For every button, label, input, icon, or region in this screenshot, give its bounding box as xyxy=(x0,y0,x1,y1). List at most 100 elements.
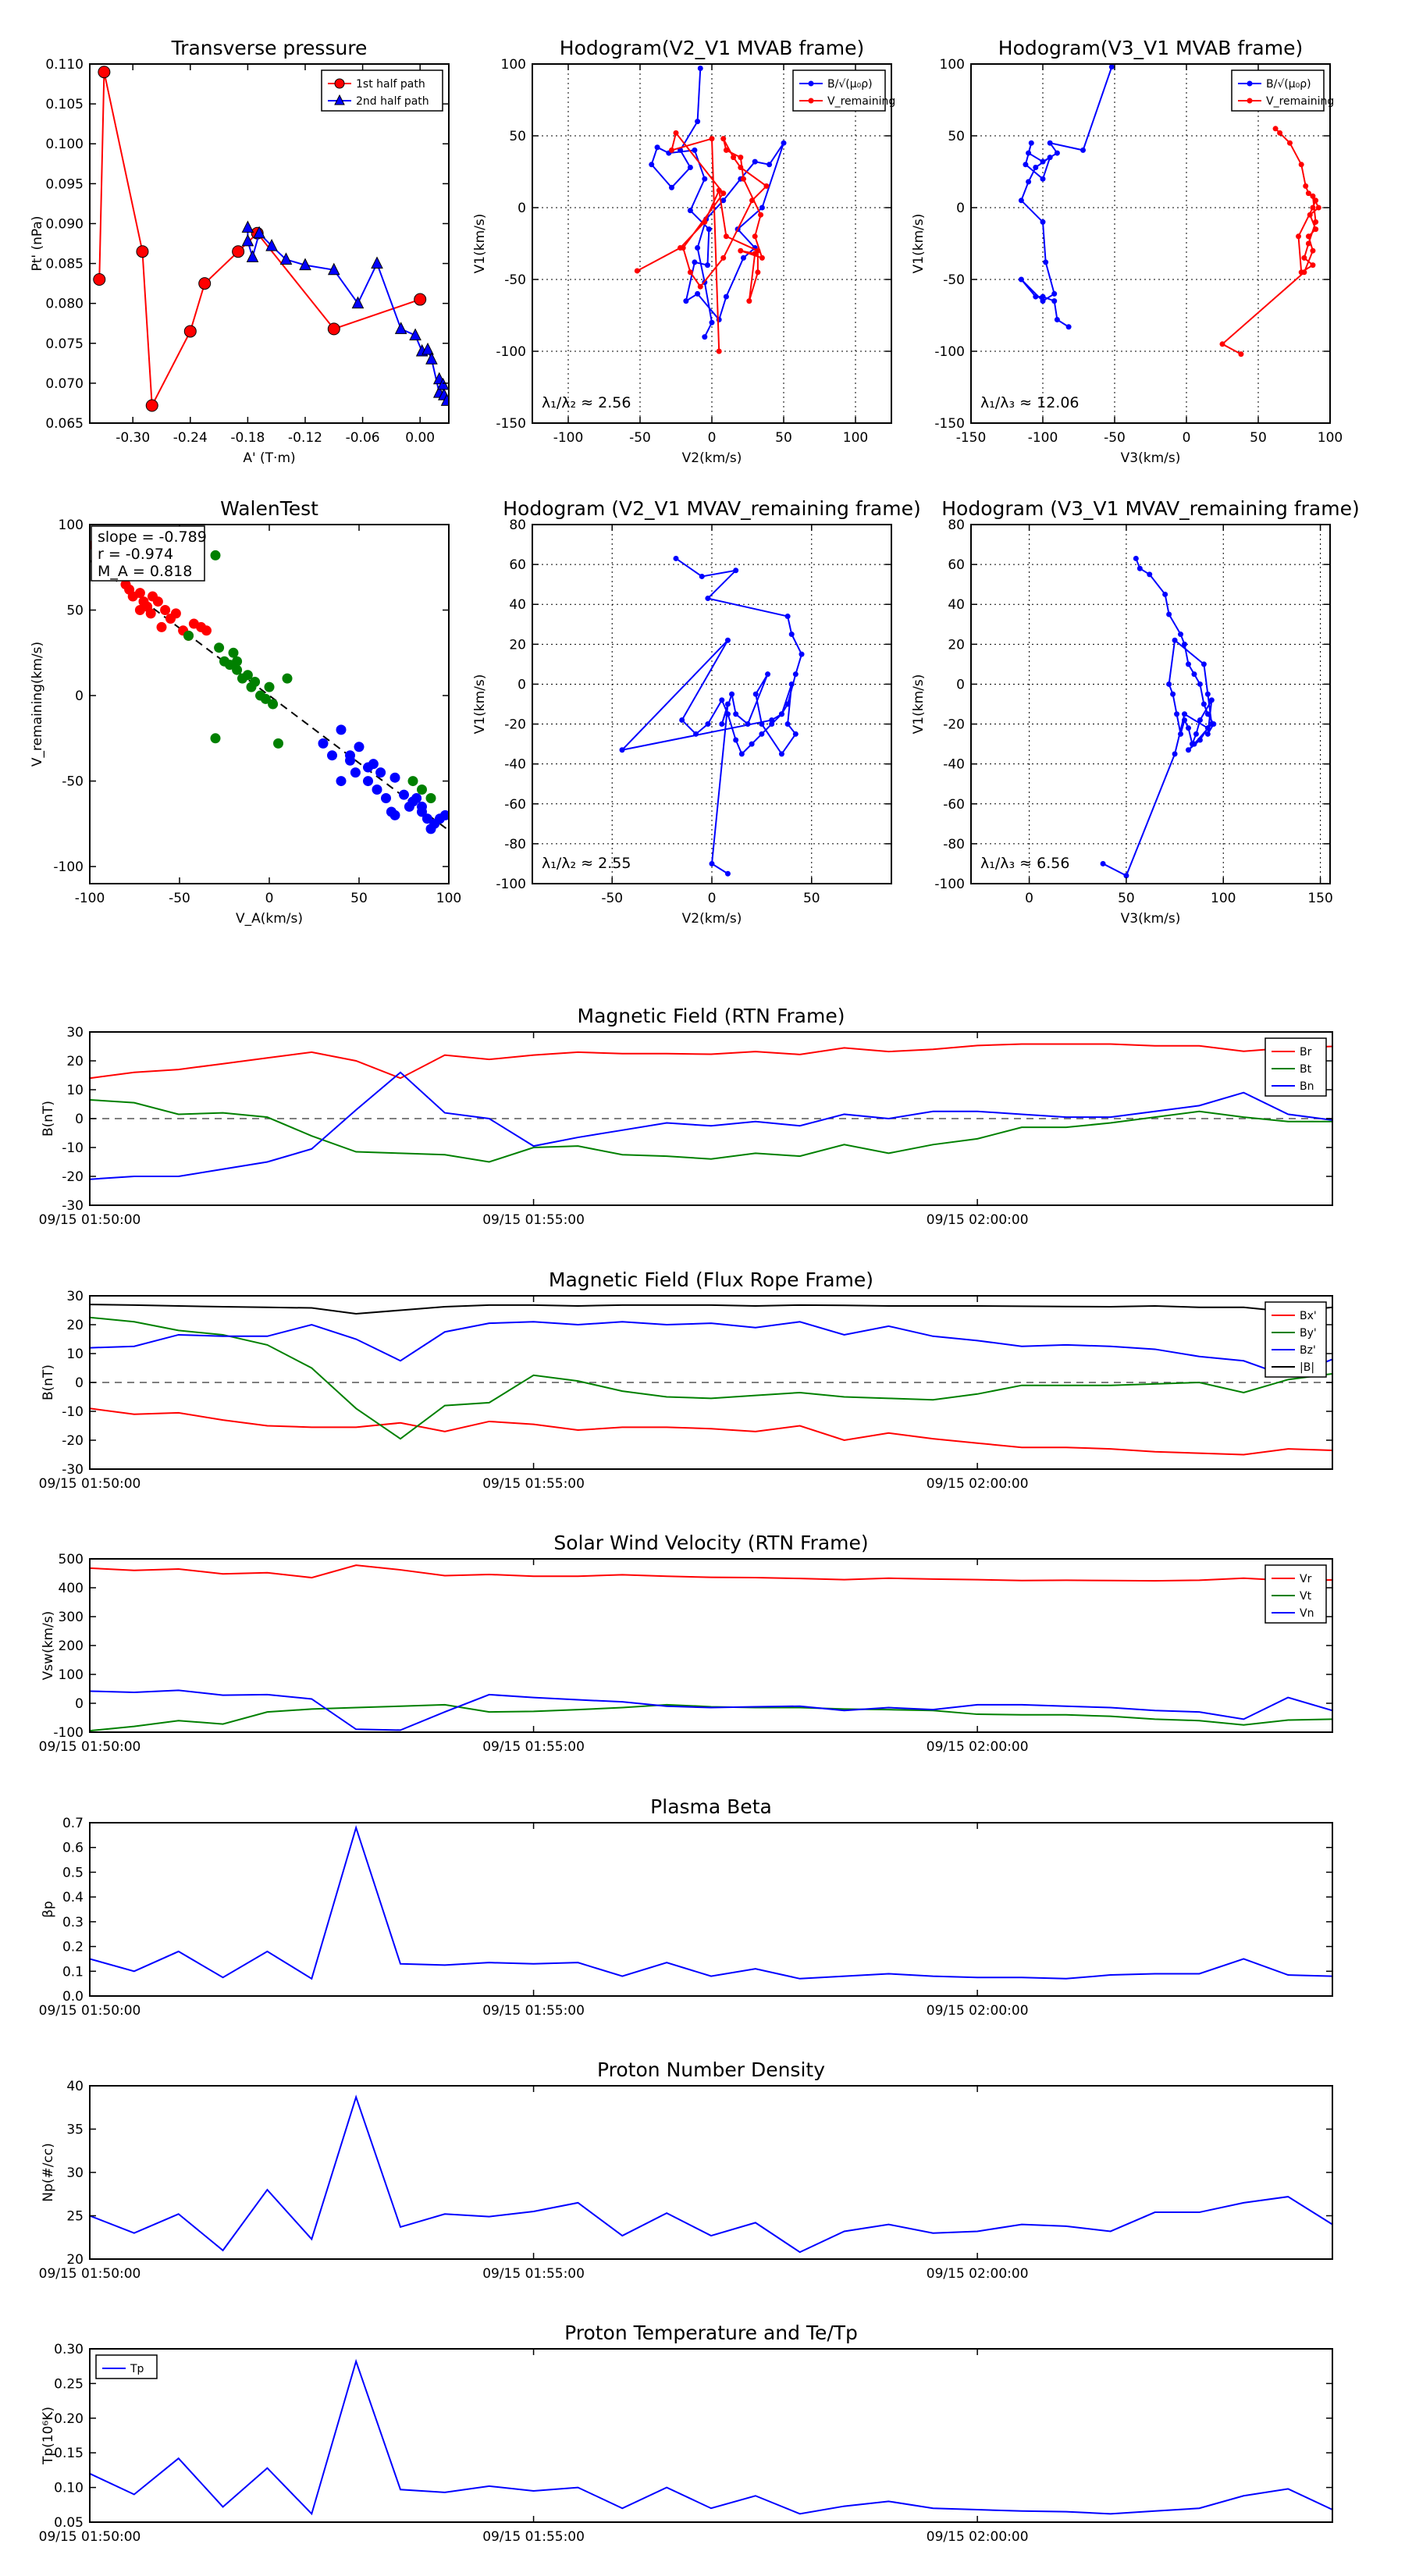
x-tick-label: 0.00 xyxy=(405,430,435,446)
y-tick-label: 0.4 xyxy=(62,1890,84,1905)
scatter-point xyxy=(260,693,271,704)
y-tick-label: 0 xyxy=(956,201,965,216)
data-point xyxy=(759,721,765,728)
data-point xyxy=(1051,290,1058,297)
x-tick-label: 09/15 01:50:00 xyxy=(39,2003,141,2019)
scatter-point xyxy=(429,818,440,829)
series-line-1st half path xyxy=(98,72,421,409)
data-point xyxy=(697,283,703,290)
scatter-point xyxy=(425,792,436,803)
x-tick-label: 50 xyxy=(775,430,792,446)
data-point xyxy=(1310,262,1316,269)
scatter-point xyxy=(232,664,243,675)
data-point xyxy=(1219,341,1225,347)
data-point xyxy=(409,328,422,341)
chart-walen: -100 -50 0 50 100 -100 -50 0 50 100 WalenTest V_A(k… xyxy=(30,497,461,927)
legend-box xyxy=(792,69,886,112)
data-point xyxy=(759,731,765,737)
data-point xyxy=(1315,205,1321,211)
scatter-point xyxy=(242,670,253,681)
data-point xyxy=(738,164,744,170)
x-axis-label: V3(km/s) xyxy=(1121,450,1181,466)
scatter-point xyxy=(228,647,239,658)
legend-label: B/√(μ₀ρ) xyxy=(827,78,873,91)
data-point xyxy=(759,254,765,261)
data-point xyxy=(706,226,712,233)
y-tick-label: 100 xyxy=(59,518,84,533)
scatter-point xyxy=(345,755,355,766)
x-tick-label: -100 xyxy=(553,430,584,446)
scatter-point xyxy=(327,750,337,761)
scatter-point xyxy=(375,767,386,778)
y-tick-label: -50 xyxy=(62,774,84,790)
scatter-point xyxy=(170,608,181,619)
data-point xyxy=(1170,691,1176,697)
scatter-point xyxy=(336,776,347,787)
data-point xyxy=(668,184,674,190)
data-point xyxy=(1054,150,1060,156)
chart-beta: 09/15 01:50:00 09/15 01:55:00 09/15 02:00:… xyxy=(39,1795,1333,2019)
scatter-point xyxy=(407,776,418,787)
y-tick-label: 30 xyxy=(66,2165,84,2181)
y-tick-label: 30 xyxy=(66,1025,84,1041)
scatter-point xyxy=(399,789,409,800)
scatter-point xyxy=(363,776,373,787)
data-point xyxy=(1185,725,1191,731)
data-point xyxy=(394,322,407,334)
x-tick-label: 100 xyxy=(843,430,868,446)
y-tick-label: 0.1 xyxy=(62,1964,84,1980)
data-point xyxy=(1123,873,1129,879)
data-point xyxy=(687,269,693,276)
scatter-point xyxy=(183,630,194,641)
x-tick-label: -0.24 xyxy=(173,430,208,446)
data-point xyxy=(704,262,710,269)
x-tick-label: 100 xyxy=(1318,430,1343,446)
stats-box xyxy=(91,525,205,582)
y-axis-label: Np(#/cc) xyxy=(41,2143,56,2201)
y-tick-label: -80 xyxy=(943,837,965,852)
y-tick-label: 100 xyxy=(59,1667,84,1683)
data-point xyxy=(692,259,698,265)
scatter-point xyxy=(363,762,373,773)
chart-title: Hodogram(V3_V1 MVAB frame) xyxy=(998,37,1303,59)
y-tick-label: -30 xyxy=(62,1198,84,1214)
data-point xyxy=(1238,351,1244,358)
scatter-point xyxy=(156,621,167,632)
y-tick-label: -100 xyxy=(53,859,84,875)
x-tick-label: 09/15 02:00:00 xyxy=(927,2266,1029,2282)
data-point xyxy=(1065,324,1072,330)
data-point xyxy=(1162,591,1168,597)
data-point xyxy=(778,711,784,717)
data-point xyxy=(749,197,756,204)
data-point xyxy=(422,342,434,355)
data-point xyxy=(1033,294,1039,300)
data-point xyxy=(1033,164,1039,170)
y-tick-label: 400 xyxy=(59,1581,84,1596)
x-tick-label: 09/15 01:50:00 xyxy=(39,2529,141,2545)
legend-marker xyxy=(808,80,814,87)
series-line-main xyxy=(620,557,803,875)
chart-title: Hodogram (V2_V1 MVAV_remaining frame) xyxy=(503,497,921,520)
x-tick-label: 50 xyxy=(1118,891,1135,906)
legend-label: Bx' xyxy=(1300,1310,1317,1322)
legend-label: Bt xyxy=(1300,1063,1312,1076)
y-tick-label: 20 xyxy=(66,1054,84,1069)
legend: Tp xyxy=(95,2354,158,2379)
y-tick-label: 50 xyxy=(509,129,526,144)
y-tick-label: -100 xyxy=(934,877,965,892)
data-point xyxy=(759,205,765,211)
y-tick-label: 0 xyxy=(518,677,526,692)
x-tick-label: 09/15 01:55:00 xyxy=(482,2003,585,2019)
y-tick-label: 40 xyxy=(66,2079,84,2094)
y-tick-label: -30 xyxy=(62,1462,84,1478)
data-point xyxy=(784,614,791,620)
chart-title: Magnetic Field (Flux Rope Frame) xyxy=(549,1268,873,1291)
y-tick-label: 0 xyxy=(956,677,965,692)
data-point xyxy=(720,254,727,261)
data-point xyxy=(1197,717,1203,723)
data-point xyxy=(436,377,449,390)
series-group xyxy=(1018,64,1321,358)
data-point xyxy=(709,136,715,142)
y-tick-label: 300 xyxy=(59,1610,84,1625)
y-tick-label: 0 xyxy=(518,201,526,216)
